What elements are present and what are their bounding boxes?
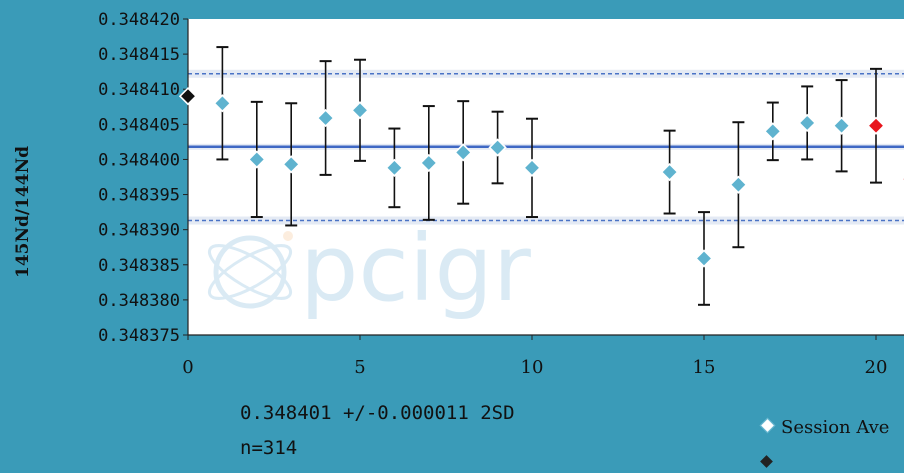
y-tick-label: 0.348410: [98, 80, 180, 100]
data-point-series-0: [522, 158, 542, 178]
y-tick-label: 0.348375: [98, 326, 180, 346]
data-point-series-0: [350, 101, 370, 120]
x-tick-label: 15: [693, 357, 716, 378]
legend-label: Session Ave: [781, 417, 890, 438]
data-point-series-0: [729, 175, 748, 194]
y-tick-label: 0.348400: [98, 150, 180, 170]
data-point-series-0: [694, 249, 714, 268]
stats-line-1: 0.348401 +/-0.000011 2SD: [240, 402, 515, 424]
watermark: pcigr: [207, 215, 531, 322]
chart: pcigr 0.348420 0.348415 0.348410 0.348405 0.…: [13, 10, 904, 378]
x-tick-label: 20: [865, 357, 888, 378]
data-point-series-0: [832, 116, 851, 135]
watermark-text: pcigr: [300, 215, 531, 322]
data-point-series-1: [866, 116, 886, 135]
data-point-series-0: [660, 162, 679, 182]
y-tick-label: 0.348390: [98, 221, 180, 241]
legend-item-session-ave: Session Ave: [759, 417, 890, 438]
data-point-series-0: [419, 153, 438, 173]
y-tick-label: 0.348395: [98, 186, 180, 206]
data-point-series-0: [763, 122, 782, 141]
data-point-series-2: [178, 87, 198, 106]
data-point-series-0: [282, 155, 301, 174]
globe-atom-icon: [207, 231, 293, 309]
y-tick-label: 0.348405: [98, 115, 180, 135]
y-tick-label: 0.348415: [98, 45, 180, 65]
data-point-series-0: [454, 143, 473, 162]
data-point-series-0: [213, 94, 232, 113]
x-tick-label: 10: [521, 357, 544, 378]
x-tick-label: 0: [182, 357, 193, 378]
y-tick-label: 0.348420: [98, 10, 180, 30]
y-axis-title: 145Nd/144Nd: [13, 146, 33, 278]
diamond-icon: [760, 455, 773, 468]
y-tick-label: 0.348385: [98, 256, 180, 276]
plot-area: [188, 19, 904, 335]
stats-line-2: n=314: [240, 437, 298, 459]
data-point-series-0: [798, 113, 817, 133]
x-tick-label: 5: [354, 357, 365, 378]
data-point-series-0: [385, 158, 404, 178]
diamond-icon: [759, 417, 776, 434]
y-tick-label: 0.348380: [98, 291, 180, 311]
data-point-series-0: [316, 108, 335, 128]
data-point-series-0: [247, 150, 266, 169]
data-point-series-0: [488, 138, 507, 157]
